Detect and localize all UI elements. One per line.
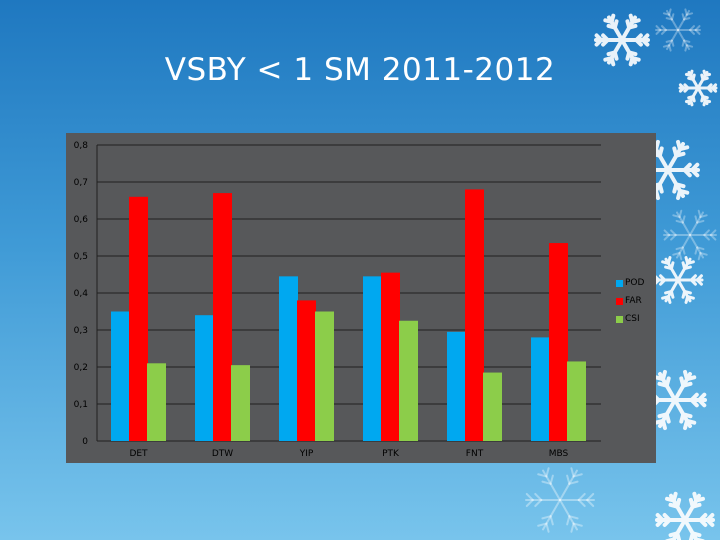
y-tick-label: 0,5 [74,252,88,262]
y-tick-label: 0,4 [74,289,89,299]
x-tick-label: DTW [212,449,233,459]
bar-far-yip [297,300,316,441]
y-tick-label: 0,7 [74,178,88,188]
bar-pod-dtw [195,315,214,441]
bar-csi-yip [315,311,334,441]
bar-csi-ptk [399,320,418,441]
y-tick-label: 0,1 [74,400,88,410]
bar-pod-yip [279,276,298,441]
bar-far-dtw [213,193,232,441]
snowflake-icon [594,13,650,67]
bar-csi-mbs [567,361,586,441]
snowflake-icon [655,491,715,540]
slide-title: VSBY < 1 SM 2011-2012 [164,52,556,88]
x-tick-label: MBS [549,449,569,459]
legend-swatch-pod [616,279,623,287]
x-tick-label: PTK [382,449,400,459]
snowflake-decoration-top [594,8,718,107]
bar-csi-dtw [231,365,250,441]
legend-swatch-far [616,297,623,305]
bar-far-mbs [549,243,568,441]
snowflake-icon [652,256,704,304]
snowflake-icon [525,467,595,533]
legend-item-pod: POD [616,274,644,292]
y-tick-label: 0,3 [74,326,88,336]
bar-chart: 0 0,1 0,2 0,3 0,4 0,5 0,6 0,7 0,8 DET DTW YIP PTK FNT… [74,141,601,459]
legend-label-csi: CSI [625,314,640,324]
bar-pod-fnt [447,331,466,441]
bar-csi-fnt [483,372,502,441]
bar-pod-ptk [363,276,382,441]
legend-swatch-csi [616,315,623,323]
x-tick-label: FNT [466,449,484,459]
snowflake-icon [663,209,717,261]
bar-pod-det [111,311,130,441]
y-tick-label: 0 [82,437,88,447]
chart-legend: POD FAR CSI [616,274,644,328]
snowflake-icon [678,69,718,107]
x-tick-label: DET [129,449,148,459]
legend-item-far: FAR [616,292,644,310]
legend-item-csi: CSI [616,310,644,328]
legend-label-far: FAR [625,296,642,306]
chart-panel: 0 0,1 0,2 0,3 0,4 0,5 0,6 0,7 0,8 DET DTW YIP PTK FNT… [66,133,656,463]
y-tick-label: 0,2 [74,363,88,373]
bar-far-fnt [465,189,484,441]
bar-pod-mbs [531,337,550,441]
bar-csi-det [147,363,166,441]
legend-label-pod: POD [625,278,645,288]
y-tick-label: 0,8 [74,141,89,151]
bar-far-det [129,196,148,441]
y-tick-label: 0,6 [74,215,89,225]
snowflake-icon [655,8,701,52]
bar-far-ptk [381,272,400,441]
x-tick-label: YIP [299,449,314,459]
